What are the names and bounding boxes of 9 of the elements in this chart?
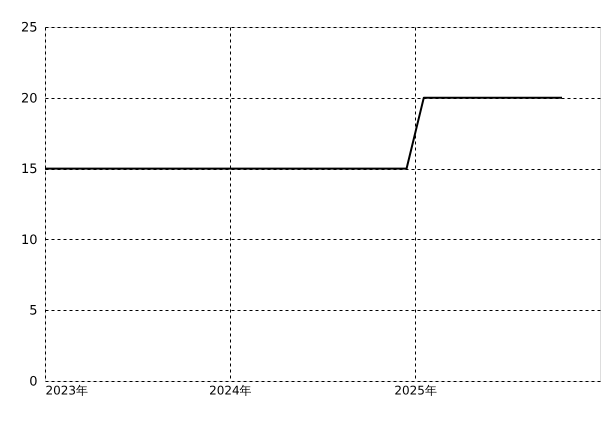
y-tick-label: 5 bbox=[29, 304, 38, 319]
y-tick-label: 15 bbox=[20, 162, 38, 178]
y-tick-label: 10 bbox=[20, 232, 38, 248]
x-tick-label: 2025年 bbox=[394, 384, 437, 398]
y-tick-label: 25 bbox=[20, 20, 38, 36]
y-tick-label: 20 bbox=[20, 91, 38, 106]
x-tick-label: 2024年 bbox=[209, 384, 252, 398]
x-tick-label: 2023年 bbox=[46, 384, 88, 398]
y-tick-label: 0 bbox=[29, 374, 38, 390]
